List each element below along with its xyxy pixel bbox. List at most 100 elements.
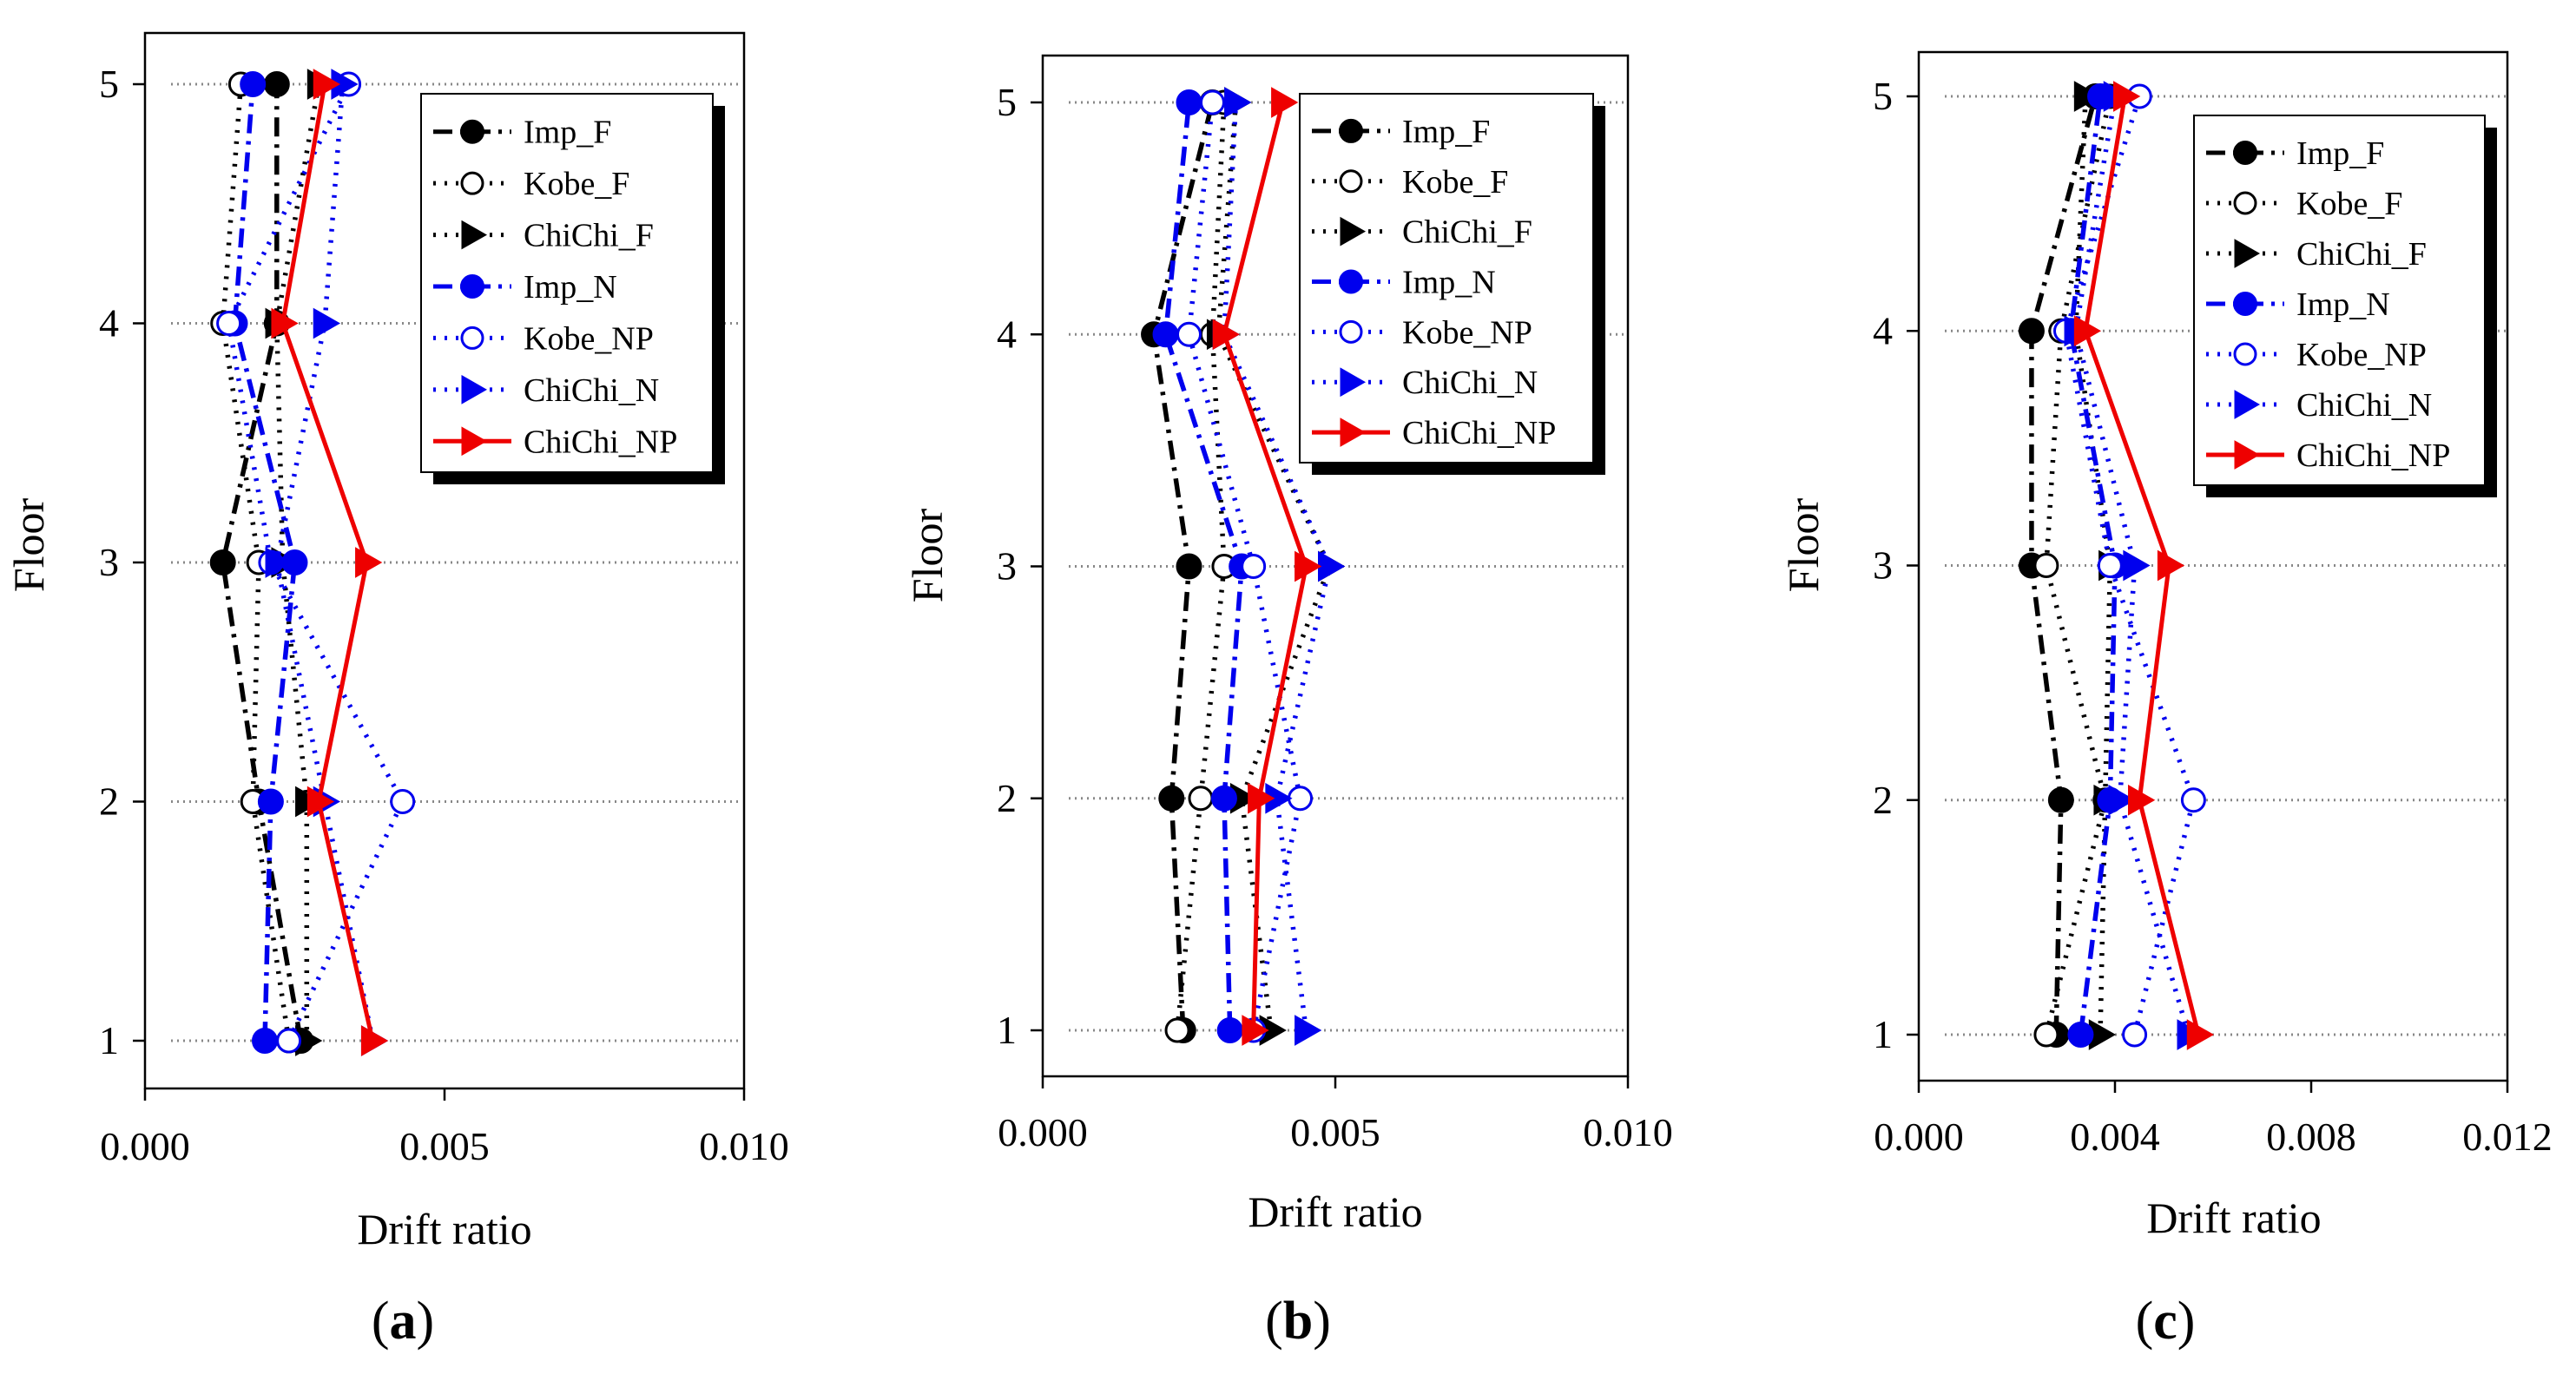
data-point bbox=[1176, 321, 1202, 347]
legend-label: Imp_N bbox=[524, 269, 617, 306]
data-point bbox=[2033, 1022, 2059, 1048]
x-tick-label: 0.000 bbox=[1874, 1115, 1964, 1159]
data-point bbox=[2018, 318, 2045, 345]
legend-item: Imp_F bbox=[2206, 135, 2384, 172]
data-point bbox=[1210, 785, 1237, 812]
x-tick-label: 0.008 bbox=[2266, 1115, 2356, 1159]
x-tick-label: 0.000 bbox=[998, 1110, 1088, 1154]
y-tick-label: 4 bbox=[997, 312, 1017, 356]
legend-label: Kobe_F bbox=[1402, 164, 1508, 201]
legend-label: Kobe_F bbox=[524, 166, 629, 202]
legend: Imp_F Kobe_F ChiChi_F Imp_N Kobe_NP ChiChi_N C… bbox=[1299, 93, 1605, 475]
series-line bbox=[274, 83, 321, 1041]
data-point bbox=[313, 69, 341, 100]
data-point bbox=[1164, 1017, 1190, 1043]
data-point bbox=[2047, 786, 2074, 813]
legend-label: ChiChi_N bbox=[1402, 365, 1538, 401]
data-point bbox=[390, 789, 416, 814]
x-axis-title: Drift ratio bbox=[1248, 1187, 1422, 1236]
legend-item: Kobe_NP bbox=[2206, 337, 2427, 373]
legend-marker bbox=[1339, 118, 1363, 143]
legend-label: Imp_F bbox=[1402, 114, 1490, 150]
legend-item: Imp_N bbox=[2206, 286, 2390, 323]
legend-label: ChiChi_N bbox=[524, 372, 659, 409]
y-tick-label: 4 bbox=[1873, 308, 1893, 352]
data-point bbox=[209, 549, 236, 575]
series-line bbox=[226, 82, 405, 1042]
data-point bbox=[2067, 1022, 2094, 1048]
x-tick-label: 0.000 bbox=[100, 1124, 190, 1168]
data-point bbox=[252, 1028, 278, 1054]
legend-item: ChiChi_N bbox=[433, 372, 659, 409]
data-point bbox=[1199, 89, 1225, 115]
legend: Imp_F Kobe_F ChiChi_F Imp_N Kobe_NP ChiChi_N C… bbox=[420, 93, 725, 484]
legend-marker bbox=[2233, 191, 2257, 215]
data-point bbox=[1176, 89, 1202, 115]
x-axis-title: Drift ratio bbox=[357, 1205, 531, 1253]
data-point bbox=[2097, 553, 2123, 578]
legend-marker bbox=[460, 119, 484, 144]
legend-label: ChiChi_F bbox=[524, 218, 654, 254]
y-tick-label: 4 bbox=[99, 301, 119, 345]
legend-marker bbox=[460, 325, 484, 350]
legend-item: Imp_N bbox=[433, 269, 617, 306]
panel-label: (c) bbox=[2136, 1292, 2196, 1351]
data-point bbox=[1158, 785, 1185, 812]
legend-marker bbox=[2233, 292, 2257, 316]
data-point bbox=[271, 307, 299, 339]
data-point bbox=[2122, 1022, 2148, 1048]
data-point bbox=[2073, 315, 2102, 347]
legend-marker bbox=[2234, 239, 2261, 268]
data-point bbox=[2157, 549, 2185, 582]
legend-marker bbox=[460, 171, 484, 195]
data-point bbox=[240, 71, 267, 97]
data-point bbox=[1242, 1015, 1269, 1046]
data-point bbox=[313, 307, 341, 339]
data-point bbox=[216, 311, 242, 336]
data-point bbox=[2108, 784, 2136, 816]
series-line bbox=[1186, 102, 1303, 1031]
legend-item: Kobe_F bbox=[2206, 186, 2402, 222]
legend-marker bbox=[1340, 418, 1367, 447]
chart-panel-b: 1 2 3 4 5 0.000 0.005 0.010 Drift ratio Floor (b) I… bbox=[903, 54, 1673, 1351]
panel-label: (b) bbox=[1265, 1292, 1331, 1351]
legend-marker bbox=[461, 426, 488, 457]
y-tick-label: 2 bbox=[99, 779, 119, 824]
y-tick-label: 3 bbox=[997, 544, 1017, 589]
legend-label: Imp_N bbox=[2296, 286, 2390, 323]
x-tick-label: 0.004 bbox=[2070, 1115, 2160, 1159]
data-point bbox=[276, 1028, 302, 1054]
data-point bbox=[1188, 786, 1214, 812]
data-point bbox=[1176, 553, 1202, 580]
legend-label: Imp_F bbox=[2296, 135, 2384, 172]
legend-marker bbox=[1339, 169, 1363, 194]
data-point bbox=[1271, 87, 1299, 118]
legend: Imp_F Kobe_F ChiChi_F Imp_N Kobe_NP ChiChi_N C… bbox=[2193, 115, 2497, 497]
legend-label: Kobe_NP bbox=[2296, 337, 2427, 373]
legend-item: ChiChi_NP bbox=[433, 424, 677, 460]
y-tick-label: 5 bbox=[997, 80, 1017, 124]
data-point bbox=[2123, 549, 2151, 582]
data-point bbox=[263, 71, 290, 97]
legend-marker bbox=[2234, 440, 2261, 470]
y-tick-label: 3 bbox=[99, 540, 119, 584]
series-chichi-np bbox=[2073, 81, 2215, 1050]
x-tick-label: 0.005 bbox=[399, 1124, 490, 1168]
series-chichi-np bbox=[271, 69, 389, 1056]
y-axis-title: Floor bbox=[1779, 497, 1828, 592]
legend-marker bbox=[2234, 390, 2261, 419]
chart-panel-c: 1 2 3 4 5 0.000 0.004 0.008 0.012 Drift ratio Floo… bbox=[1779, 50, 2553, 1351]
series-chichi-np bbox=[1212, 87, 1322, 1046]
legend-item: Imp_F bbox=[1312, 114, 1490, 150]
series-line bbox=[220, 84, 304, 1042]
data-point bbox=[2113, 81, 2141, 112]
series-line bbox=[220, 83, 292, 1042]
x-tick-label: 0.005 bbox=[1290, 1110, 1380, 1154]
y-tick-label: 3 bbox=[1873, 543, 1893, 588]
legend-item: Kobe_F bbox=[1312, 164, 1508, 201]
legend-item: ChiChi_NP bbox=[2206, 437, 2450, 474]
y-tick-label: 5 bbox=[1873, 74, 1893, 118]
data-point bbox=[306, 786, 335, 818]
legend-marker bbox=[1340, 367, 1367, 398]
